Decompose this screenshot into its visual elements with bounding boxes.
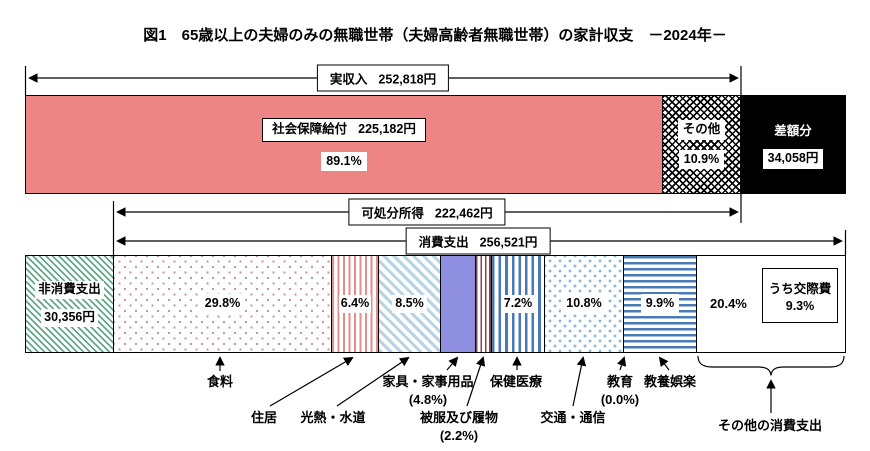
social-security-value: 225,182円 [358,121,416,136]
segment-transport: 10.8% [545,256,624,352]
leader-recreation [658,356,670,371]
deficit-label: 差額分 [774,124,812,139]
label-clothing-name: 被服及び履物 [419,410,499,425]
leader-housing [269,357,354,407]
social-expenses-box: うち交際費 9.3% [762,268,838,323]
expenditure-bar: 非消費支出 30,356円 29.8% 6.4% 8.5% 7.2% 10.8%… [25,255,846,353]
social-expenses-label: うち交際費 [768,282,832,296]
food-pct: 29.8% [199,294,246,314]
recreation-pct: 9.9% [640,294,680,314]
segment-clothing [476,256,492,352]
label-transport: 交通・通信 [540,410,606,425]
segment-food: 29.8% [114,256,332,352]
consumption-total-value: 256,521円 [479,235,538,250]
label-other-consumption: その他の消費支出 [717,418,823,433]
label-clothing-pct: (2.2%) [439,428,479,444]
utilities-pct: 8.5% [392,295,427,313]
label-utilities: 光熱・水道 [300,410,366,425]
leader-furniture [446,356,459,371]
disposable-income-value: 222,462円 [434,206,493,221]
segment-medical: 7.2% [492,256,545,352]
segment-social-security-benefits: 社会保障給付 225,182円 89.1% [26,96,663,193]
label-housing: 住居 [250,410,278,425]
leader-education [617,356,627,371]
disposable-income-text: 可処分所得 [361,206,424,221]
social-expenses-pct: 9.3% [785,299,815,313]
non-consumption-label: 非消費支出 [35,281,104,299]
label-education: 教育 (0.0%) [601,373,639,409]
deficit-value: 34,058円 [762,149,824,169]
label-education-pct: (0.0%) [600,392,640,408]
segment-deficit: 差額分 34,058円 [741,96,845,193]
income-total-value: 252,818円 [378,72,437,87]
income-total-text: 実収入 [329,72,368,87]
other-consumption-pct: 20.4% [710,296,747,311]
label-recreation: 教養娯楽 [643,374,697,389]
income-total-label: 実収入 252,818円 [316,64,450,92]
consumption-total-text: 消費支出 [418,235,469,250]
segment-other-consumption: 20.4% うち交際費 9.3% [697,256,845,352]
label-clothing: 被服及び履物 (2.2%) [420,409,498,445]
disposable-income-label: 可処分所得 222,462円 [348,198,506,226]
social-security-pct: 89.1% [321,151,367,172]
consumption-total-label: 消費支出 256,521円 [405,227,551,255]
housing-pct: 6.4% [338,295,372,313]
social-security-label-box: 社会保障給付 225,182円 [262,117,426,142]
figure-title: 図1 65歳以上の夫婦のみの無職世帯（夫婦高齢者無職世帯）の家計収支 －2024… [143,27,727,44]
segment-furniture [441,256,476,352]
other-income-pct: 10.9% [678,149,725,170]
label-food: 食料 [206,374,234,389]
segment-utilities: 8.5% [379,256,441,352]
social-security-label: 社会保障給付 [272,121,348,136]
label-education-name: 教育 [606,374,634,389]
label-furniture-name: 家具・家事用品 [382,374,474,389]
medical-pct: 7.2% [500,295,536,313]
income-bar: 社会保障給付 225,182円 89.1% その他 10.9% 差額分 34,05… [25,95,846,194]
segment-non-consumption: 非消費支出 30,356円 [26,256,114,352]
leader-transport [572,356,587,407]
label-medical: 保健医療 [489,374,543,389]
segment-housing: 6.4% [332,256,379,352]
segment-recreation: 9.9% [624,256,697,352]
label-furniture-pct: (4.8%) [408,392,448,408]
transport-pct: 10.8% [561,294,607,314]
non-consumption-value: 30,356円 [41,309,98,327]
segment-other-income: その他 10.9% [663,96,741,193]
other-income-label: その他 [677,119,726,140]
label-furniture: 家具・家事用品 (4.8%) [382,373,473,409]
other-consumption-brace [697,355,845,376]
